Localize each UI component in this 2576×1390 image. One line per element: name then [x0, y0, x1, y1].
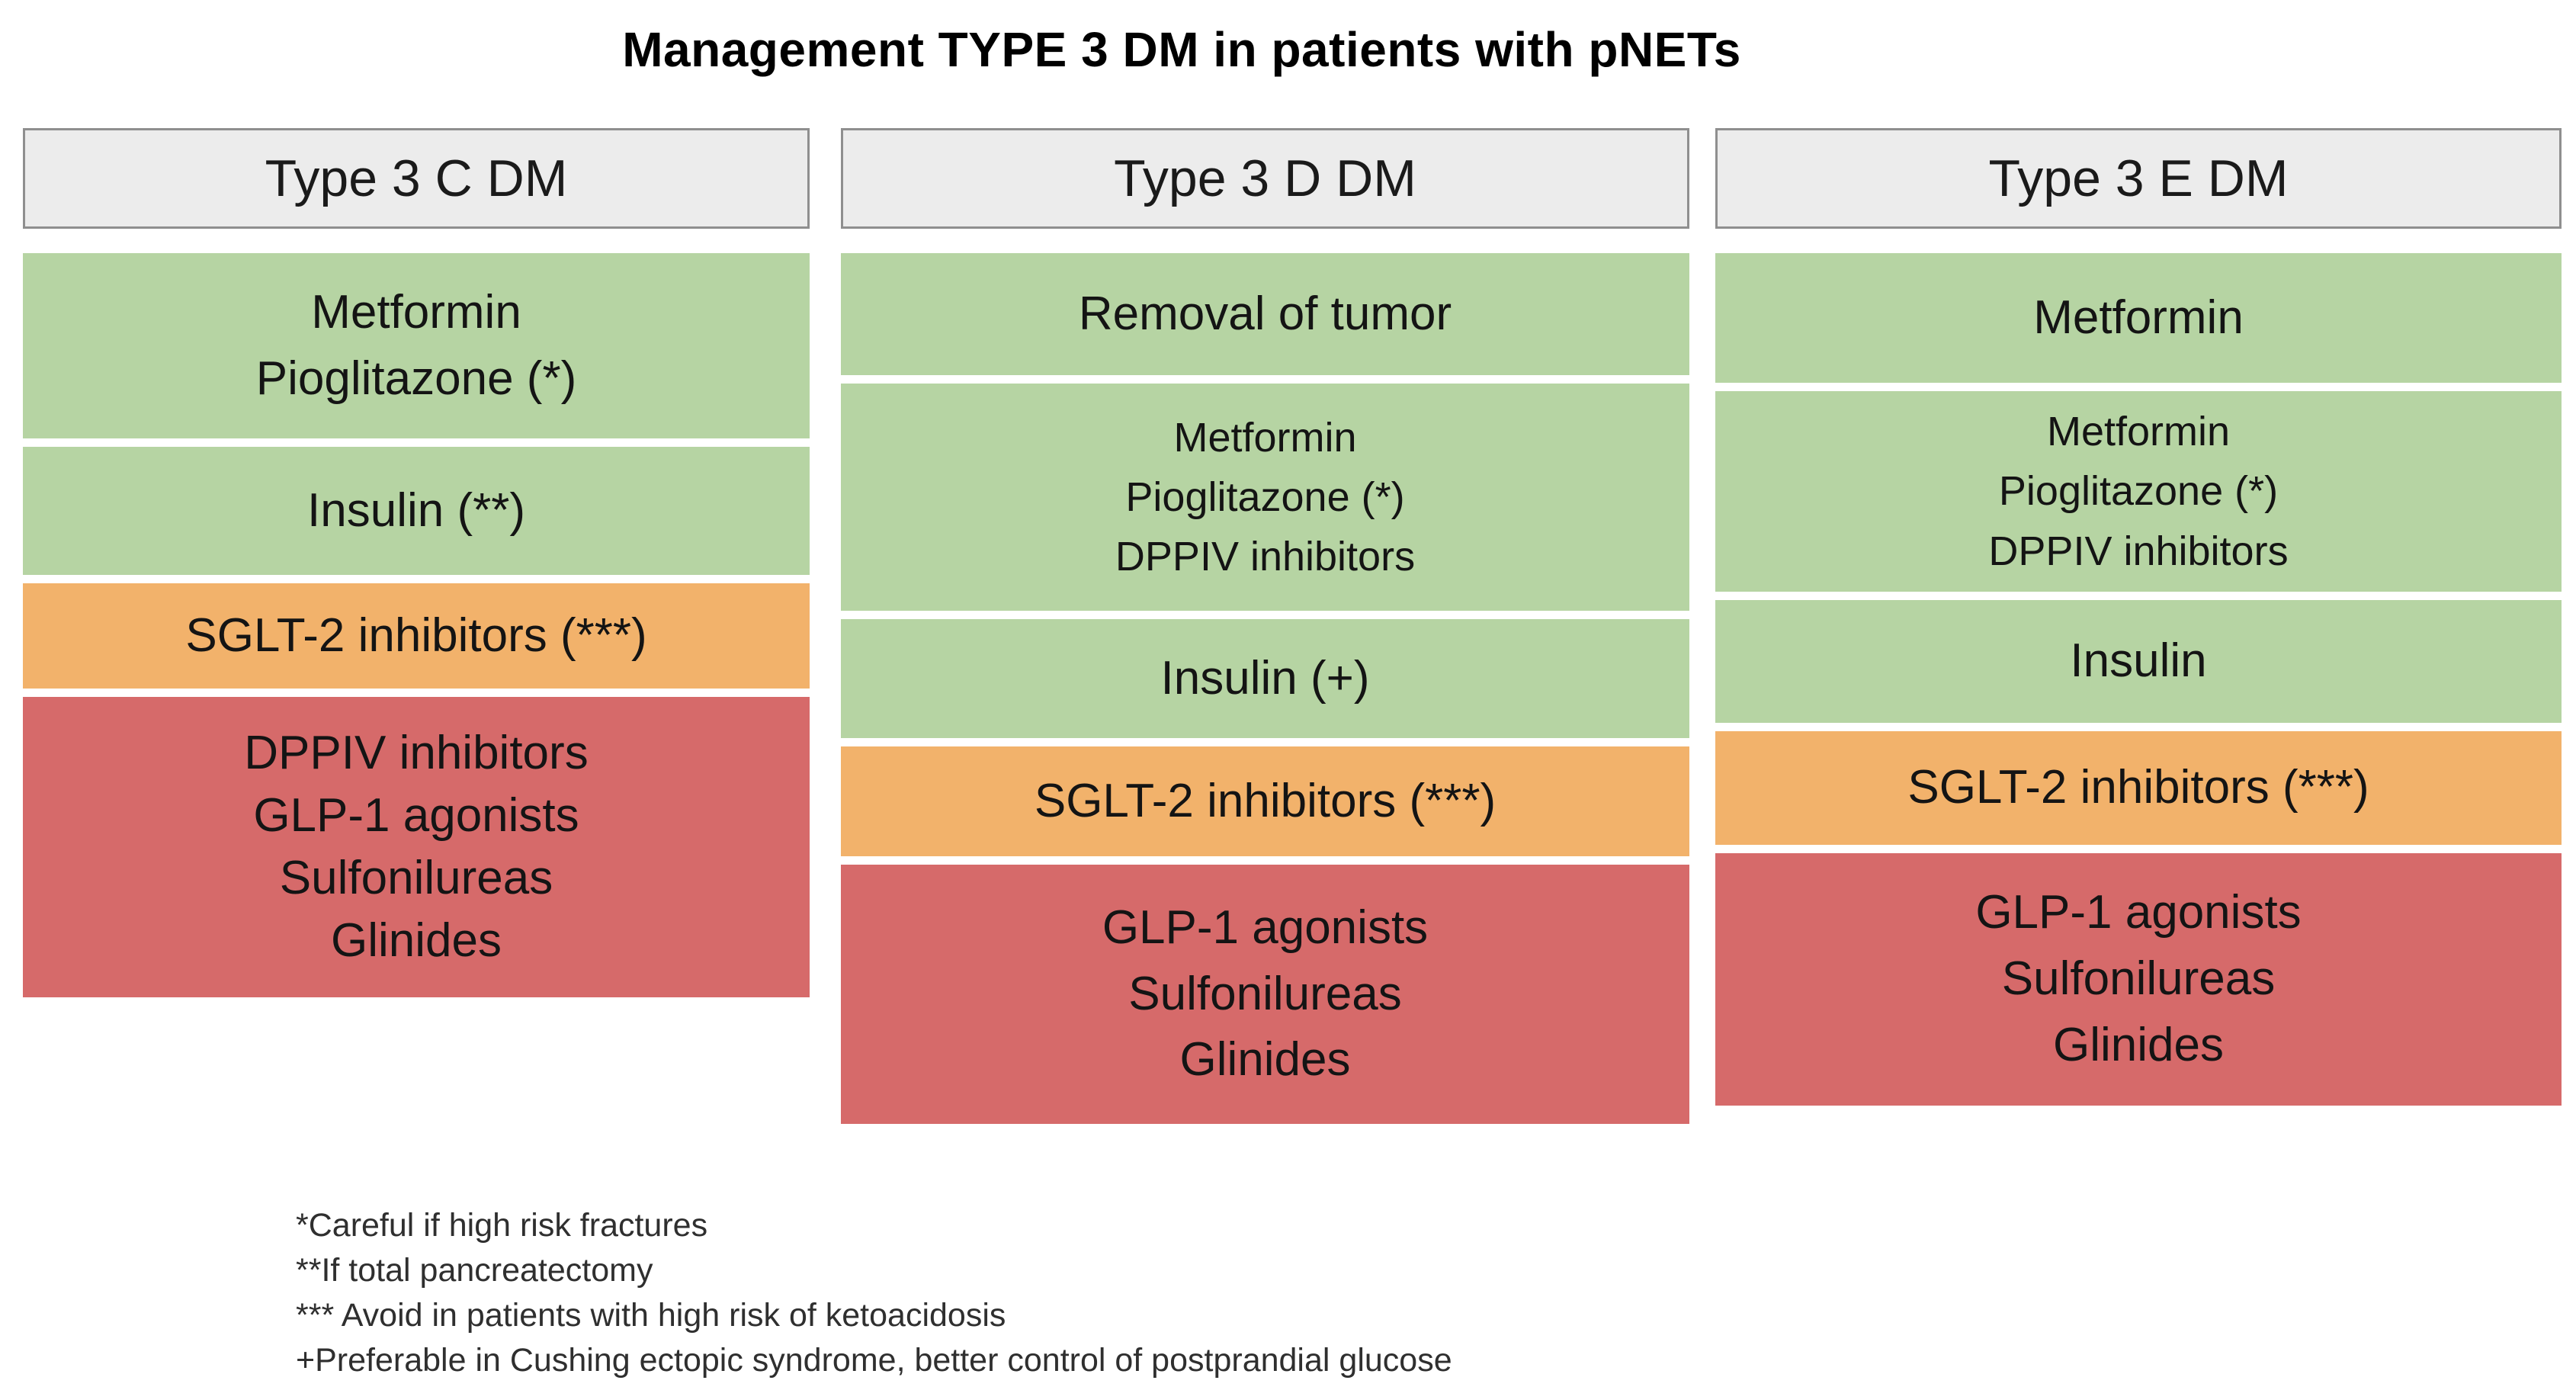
box-3d-removal-of-tumor: Removal of tumor [841, 253, 1689, 375]
footnote-ketoacidosis-risk: *** Avoid in patients with high risk of … [296, 1297, 1006, 1334]
footnotes: *Careful if high risk fractures **If tot… [296, 1203, 1452, 1383]
box-3d-sglt2-inhibitors: SGLT-2 inhibitors (***) [841, 746, 1689, 856]
box-3e-insulin: Insulin [1715, 600, 2562, 723]
footnote-cushing-ectopic: +Preferable in Cushing ectopic syndrome,… [296, 1342, 1452, 1379]
box-3e-metformin-pioglitazone-dppiv: Metformin Pioglitazone (*) DPPIV inhibit… [1715, 391, 2562, 592]
column-type-3e-dm: Type 3 E DM Metformin Metformin Pioglita… [1715, 128, 2562, 1114]
box-3e-sglt2-inhibitors: SGLT-2 inhibitors (***) [1715, 731, 2562, 845]
column-header-type-3c-dm: Type 3 C DM [23, 128, 810, 229]
column-type-3c-dm: Type 3 C DM Metformin Pioglitazone (*) I… [23, 128, 810, 1006]
column-header-type-3e-dm: Type 3 E DM [1715, 128, 2562, 229]
footnote-careful-fractures: *Careful if high risk fractures [296, 1207, 708, 1244]
box-3e-avoid-drugs: GLP-1 agonists Sulfonilureas Glinides [1715, 853, 2562, 1106]
box-3c-metformin-pioglitazone: Metformin Pioglitazone (*) [23, 253, 810, 438]
box-3d-avoid-drugs: GLP-1 agonists Sulfonilureas Glinides [841, 865, 1689, 1124]
footnote-total-pancreatectomy: **If total pancreatectomy [296, 1252, 653, 1289]
column-header-type-3d-dm: Type 3 D DM [841, 128, 1689, 229]
figure-title: Management TYPE 3 DM in patients with pN… [622, 22, 1741, 77]
box-3d-metformin-pioglitazone-dppiv: Metformin Pioglitazone (*) DPPIV inhibit… [841, 384, 1689, 611]
box-3e-metformin: Metformin [1715, 253, 2562, 383]
box-3d-insulin: Insulin (+) [841, 619, 1689, 738]
box-3c-sglt2-inhibitors: SGLT-2 inhibitors (***) [23, 583, 810, 689]
box-3c-insulin: Insulin (**) [23, 447, 810, 575]
column-type-3d-dm: Type 3 D DM Removal of tumor Metformin P… [841, 128, 1689, 1132]
box-3c-avoid-drugs: DPPIV inhibitors GLP-1 agonists Sulfonil… [23, 697, 810, 997]
